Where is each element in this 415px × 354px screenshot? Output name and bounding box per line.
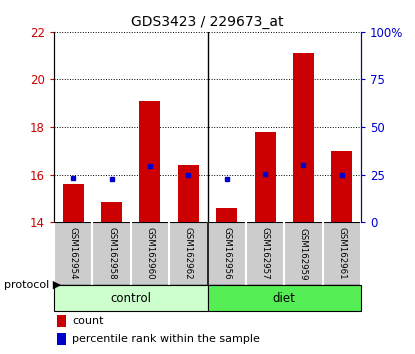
Bar [101,202,122,222]
Bar [178,165,199,222]
Bar [254,132,276,222]
Bar [63,184,84,222]
Text: control: control [110,292,151,305]
Text: GSM162961: GSM162961 [337,228,347,280]
Text: GSM162958: GSM162958 [107,228,116,280]
Bar [331,151,352,222]
Text: diet: diet [273,292,296,305]
Text: GSM162956: GSM162956 [222,228,231,280]
Bar [293,53,314,222]
Bar [216,208,237,222]
Text: protocol ▶: protocol ▶ [4,280,61,290]
Text: GSM162957: GSM162957 [261,228,270,280]
Bar [54,285,208,311]
Text: GSM162959: GSM162959 [299,228,308,280]
Bar [57,333,66,345]
Text: GSM162962: GSM162962 [184,228,193,280]
Text: percentile rank within the sample: percentile rank within the sample [72,334,260,344]
Text: GSM162960: GSM162960 [145,228,154,280]
Bar [57,315,66,327]
Bar [139,101,161,222]
Bar [208,285,361,311]
Text: GSM162954: GSM162954 [68,228,78,280]
Title: GDS3423 / 229673_at: GDS3423 / 229673_at [131,16,284,29]
Text: count: count [72,316,104,326]
